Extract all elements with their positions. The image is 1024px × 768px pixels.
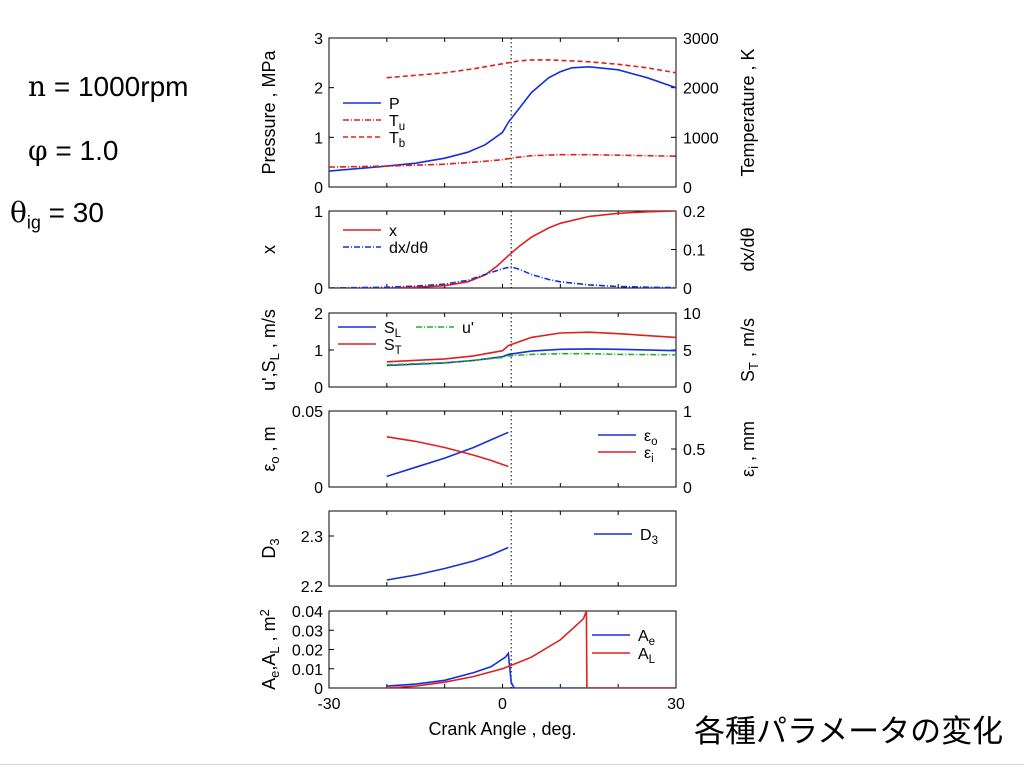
panel-1: 0 1 2 3 Pressure , MPa 0 1000 2000 3000 Temperatu…	[259, 31, 758, 197]
y-right-axis-label: εi , mm	[738, 421, 761, 477]
y-tick-label: 2	[314, 306, 323, 323]
y-axis-label: x	[259, 245, 279, 254]
y-right-tick-label: 0	[683, 380, 692, 397]
panel-frame	[328, 610, 677, 689]
panel-frame	[328, 210, 677, 289]
y-tick-label: 1	[314, 130, 323, 147]
param-speed-symbol: n	[28, 70, 47, 103]
series-line-Tu	[329, 153, 676, 168]
y-tick-label: 0.03	[292, 623, 323, 640]
legend-label: AL	[638, 646, 656, 666]
series-line-Ae	[386, 651, 676, 688]
param-speed-value: = 1000rpm	[46, 71, 189, 102]
y-tick-label: 0.02	[292, 643, 323, 660]
series-line-SL	[386, 348, 676, 367]
legend-label: Tu	[389, 113, 405, 133]
legend-label: P	[389, 96, 400, 113]
y-right-tick-label: 2000	[683, 81, 719, 98]
y-right-tick-label: 1000	[683, 130, 719, 147]
y-right-tick-label: 10	[683, 306, 701, 323]
legend-label: ST	[384, 337, 402, 357]
series-line-ST	[386, 331, 676, 363]
y-right-tick-label: 3000	[683, 31, 719, 48]
panel-frame	[328, 410, 677, 488]
legend-label: dx/dθ	[389, 240, 428, 257]
y-tick-label: 0	[314, 281, 323, 298]
legend-label: x	[389, 223, 397, 240]
series-line-εo	[386, 431, 509, 478]
param-equivalence-ratio-value: = 1.0	[47, 135, 119, 166]
y-tick-label: 2.2	[301, 579, 323, 596]
legend-label: Ae	[638, 628, 655, 648]
y-tick-label: 1	[314, 204, 323, 221]
param-ignition-timing-subscript: ig	[26, 212, 41, 233]
y-axis-label: Pressure , MPa	[259, 49, 279, 174]
param-equivalence-ratio: φ = 1.0	[28, 134, 118, 167]
series-line-D3	[386, 546, 509, 581]
y-right-axis-label: ST , m/s	[738, 318, 761, 382]
y-tick-label: 0	[314, 380, 323, 397]
y-right-axis-label: Temperature , K	[738, 48, 758, 176]
series-line-P	[329, 65, 676, 172]
panel-frame	[328, 37, 677, 188]
x-tick-label: -30	[317, 696, 340, 713]
y-axis-label: εo , m	[259, 426, 282, 471]
series-line-x	[329, 211, 676, 288]
y-tick-label: 0.04	[292, 604, 323, 621]
legend-label: D3	[640, 527, 658, 547]
y-right-tick-label: 0	[683, 180, 692, 197]
legend-label: εo	[644, 428, 658, 448]
y-right-tick-label: 5	[683, 343, 692, 360]
y-tick-label: 0	[314, 480, 323, 497]
y-tick-label: 3	[314, 31, 323, 48]
y-tick-label: 1	[314, 343, 323, 360]
footer-divider	[0, 764, 1024, 765]
x-axis-label: Crank Angle , deg.	[428, 719, 576, 739]
y-right-tick-label: 0	[683, 480, 692, 497]
series-line-dx/dθ	[329, 265, 676, 288]
param-ignition-timing: θig = 30	[10, 196, 104, 234]
y-right-axis-label: dx/dθ	[738, 227, 758, 271]
legend-label: Tb	[389, 130, 405, 150]
param-ignition-timing-value: = 30	[40, 197, 104, 228]
legend-label: SL	[384, 320, 402, 340]
y-tick-label: 2	[314, 81, 323, 98]
legend-label: u'	[462, 320, 474, 337]
y-tick-label: 2.3	[301, 529, 323, 546]
y-right-tick-label: 0.2	[683, 204, 705, 221]
series-line-AL	[386, 611, 676, 688]
y-axis-label: u',SL , m/s	[259, 309, 282, 391]
panel-5: 2.2 2.3 D3 D3	[259, 510, 677, 596]
y-axis-label: Ae,AL , m2	[257, 609, 282, 690]
param-equivalence-ratio-symbol: φ	[28, 134, 48, 167]
y-right-tick-label: 0.1	[683, 243, 705, 260]
panel-frame	[328, 510, 677, 587]
y-axis-label: D3	[259, 538, 282, 558]
slide-title: 各種パラメータの変化	[694, 714, 1004, 750]
param-speed: n = 1000rpm	[28, 70, 188, 103]
y-tick-label: 0	[314, 681, 323, 698]
y-tick-label: 0.01	[292, 662, 323, 679]
series-line-εi	[386, 436, 509, 468]
series-line-Tb	[386, 59, 676, 79]
param-ignition-timing-symbol: θ	[10, 196, 27, 229]
y-right-tick-label: 0	[683, 281, 692, 298]
y-right-tick-label: 0.5	[683, 442, 705, 459]
y-tick-label: 0	[314, 180, 323, 197]
x-tick-label: 0	[498, 696, 507, 713]
x-tick-label: 30	[667, 696, 685, 713]
y-right-tick-label: 1	[683, 404, 692, 421]
series-line-u'	[386, 352, 676, 366]
legend-label: εi	[644, 445, 654, 465]
y-tick-label: 0.05	[292, 404, 323, 421]
